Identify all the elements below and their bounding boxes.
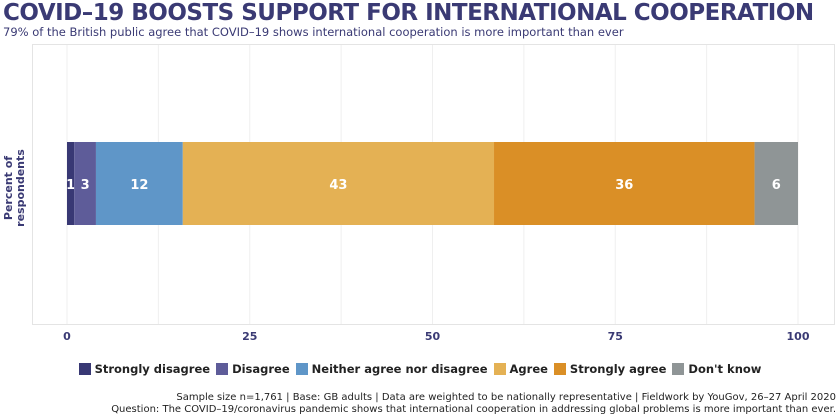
data-label: 36 <box>615 178 633 193</box>
legend-swatch <box>78 363 91 375</box>
bar-segment <box>494 142 755 225</box>
x-tick-label: 100 <box>787 330 810 343</box>
legend-swatch <box>553 363 566 375</box>
chart-svg: 0 25 50 75 100 1 3 12 43 36 6 <box>63 45 810 343</box>
data-label: 43 <box>329 178 347 193</box>
sample-note: Sample size n=1,761 | Base: GB adults | … <box>176 392 836 403</box>
legend-item: Disagree <box>216 362 290 376</box>
x-tick-label: 25 <box>242 330 257 343</box>
legend-item: Agree <box>493 362 548 376</box>
data-label: 12 <box>130 178 148 193</box>
legend-label: Disagree <box>232 362 290 376</box>
bar-segment <box>754 142 798 225</box>
plot-area <box>32 44 835 325</box>
legend-label: Strongly agree <box>569 362 667 376</box>
x-tick-label: 75 <box>608 330 623 343</box>
bar-segment <box>67 142 75 225</box>
footnotes: Sample size n=1,761 | Base: GB adults | … <box>111 392 836 416</box>
bar-segment <box>182 142 495 225</box>
legend-label: Agree <box>509 362 548 376</box>
legend: Strongly disagree Disagree Neither agree n… <box>0 362 840 376</box>
data-label: 1 <box>66 178 75 193</box>
y-axis-label: Percent of respondents <box>2 149 27 227</box>
legend-swatch <box>295 363 308 375</box>
legend-item: Don't know <box>672 362 761 376</box>
question-note: Question: The COVID–19/coronavirus pande… <box>111 404 836 415</box>
legend-swatch <box>216 363 229 375</box>
legend-swatch <box>672 363 685 375</box>
chart-subtitle: 79% of the British public agree that COV… <box>3 25 624 39</box>
legend-label: Don't know <box>688 362 762 376</box>
data-label: 3 <box>81 178 90 193</box>
legend-item: Strongly disagree <box>78 362 211 376</box>
legend-label: Neither agree nor disagree <box>311 362 488 376</box>
x-tick-label: 50 <box>425 330 441 343</box>
legend-label: Strongly disagree <box>94 362 211 376</box>
x-tick-label: 0 <box>63 330 71 343</box>
legend-item: Neither agree nor disagree <box>295 362 488 376</box>
chart-title: COVID–19 BOOSTS SUPPORT FOR INTERNATIONA… <box>3 0 814 26</box>
bar-segment <box>95 142 183 225</box>
bar-segment <box>74 142 96 225</box>
legend-swatch <box>493 363 506 375</box>
legend-item: Strongly agree <box>553 362 667 376</box>
data-label: 6 <box>772 178 781 193</box>
